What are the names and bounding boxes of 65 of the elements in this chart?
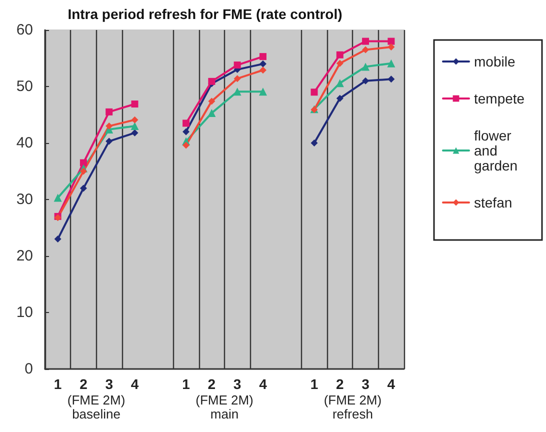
x-tick-label: 2 (80, 376, 88, 392)
point (131, 116, 138, 124)
x-tick-label: 1 (54, 376, 62, 392)
point (258, 88, 267, 96)
x-tick-label: 3 (233, 376, 242, 392)
point (208, 109, 216, 118)
x-tick-label: 2 (336, 376, 344, 392)
point (234, 75, 241, 82)
point (388, 43, 395, 50)
point (131, 129, 138, 136)
x-tick-label: 4 (130, 376, 139, 392)
y-tick-label: 60 (16, 22, 33, 38)
y-tick-label: 10 (16, 304, 33, 321)
chart-title: Intra period refresh for FME (rate control) (68, 6, 342, 22)
point (362, 38, 370, 45)
point (106, 122, 113, 130)
y-tick-label: 30 (16, 191, 33, 208)
y-tick-label: 50 (16, 78, 33, 95)
point (362, 62, 370, 71)
point (106, 138, 113, 145)
point (336, 51, 344, 58)
point (80, 159, 87, 166)
point (54, 236, 62, 243)
legend-label: flower and garden (474, 128, 518, 174)
y-tick-label: 20 (16, 248, 33, 264)
point (310, 88, 318, 96)
point (387, 59, 396, 68)
y-tick-label: 0 (24, 360, 33, 378)
text: (FME 2M) baseline (67, 392, 126, 422)
point (208, 98, 216, 105)
legend-label: mobile (474, 54, 516, 70)
x-tick-label: 3 (105, 376, 114, 392)
point (233, 88, 242, 96)
point (182, 142, 190, 149)
point (336, 94, 344, 102)
point (182, 120, 190, 127)
legend-label: tempete (474, 90, 525, 106)
point (259, 66, 266, 74)
point (362, 46, 370, 54)
legend-label: stefan (474, 194, 512, 210)
point (182, 128, 190, 136)
point (80, 168, 87, 175)
point (131, 100, 138, 108)
point (310, 140, 318, 146)
point (54, 194, 62, 202)
point (259, 60, 266, 68)
x-tick-label: 3 (362, 376, 370, 392)
text: (FME 2M) main (196, 392, 254, 422)
x-tick-label: 4 (387, 376, 396, 392)
point (130, 122, 139, 130)
point (80, 184, 87, 192)
x-tick-label: 1 (310, 376, 318, 392)
point (362, 77, 370, 84)
y-tick-label: 40 (16, 134, 33, 152)
x-tick-label: 4 (259, 376, 268, 392)
point (388, 76, 395, 83)
x-tick-label: 2 (208, 376, 216, 392)
point (208, 78, 216, 85)
point (106, 108, 113, 116)
point (336, 60, 344, 67)
point (234, 62, 241, 69)
point (259, 53, 266, 60)
x-tick-label: 1 (182, 376, 190, 392)
point (388, 38, 395, 45)
text: (FME 2M) refresh (324, 392, 382, 422)
